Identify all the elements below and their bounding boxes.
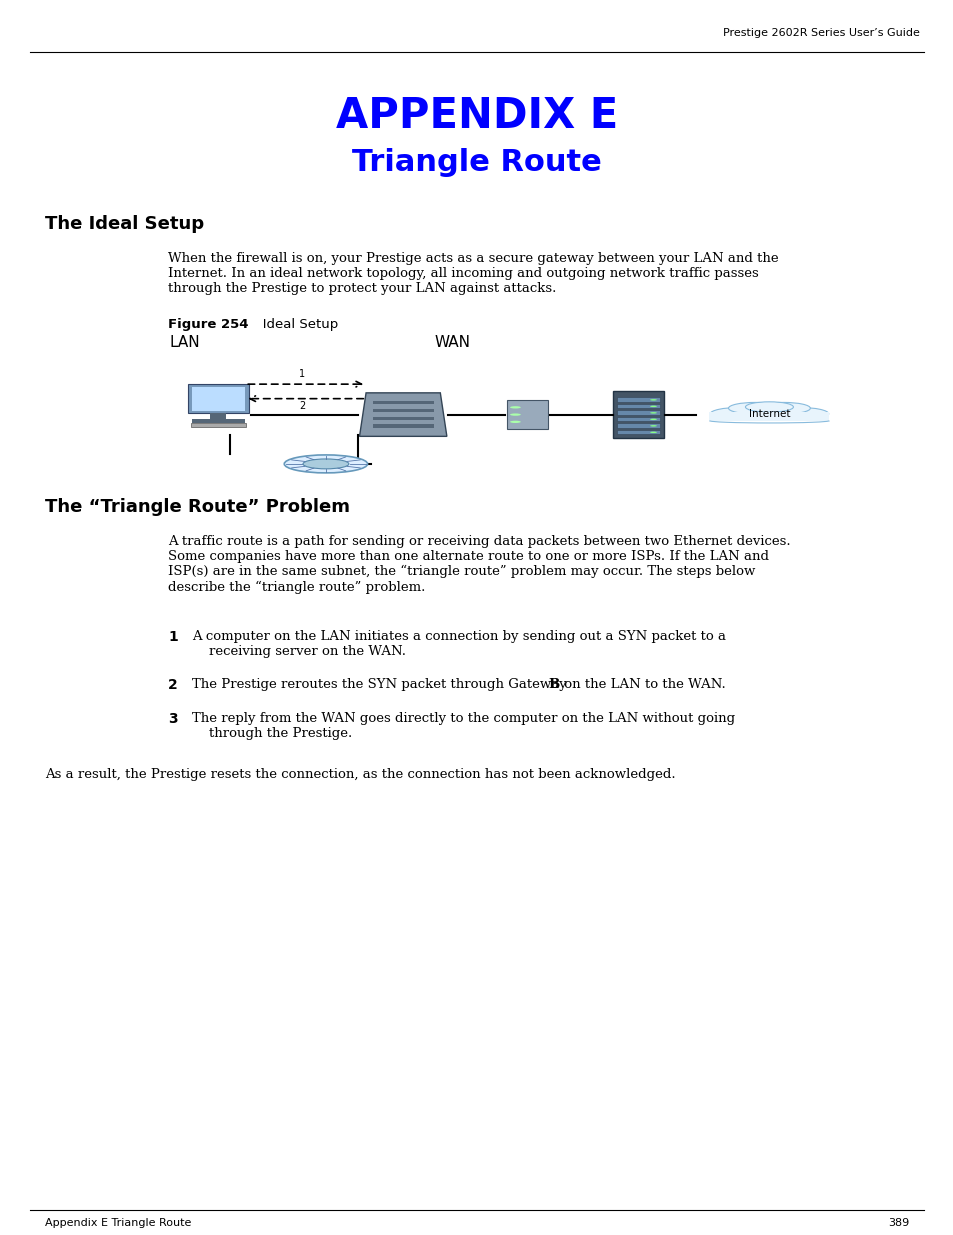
Circle shape <box>510 406 520 409</box>
Text: 1: 1 <box>299 369 305 379</box>
Text: Appendix E Triangle Route: Appendix E Triangle Route <box>45 1218 192 1228</box>
Bar <box>373 401 434 404</box>
Text: 3: 3 <box>168 713 177 726</box>
Text: The Ideal Setup: The Ideal Setup <box>45 215 204 233</box>
Circle shape <box>756 403 809 414</box>
Text: 2: 2 <box>168 678 177 692</box>
Circle shape <box>650 399 657 400</box>
Circle shape <box>284 454 367 473</box>
Circle shape <box>650 431 657 433</box>
Text: on the LAN to the WAN.: on the LAN to the WAN. <box>559 678 725 692</box>
Text: A computer on the LAN initiates a connection by sending out a SYN packet to a
  : A computer on the LAN initiates a connec… <box>192 630 725 658</box>
Bar <box>373 409 434 412</box>
Bar <box>191 424 245 427</box>
Text: 2: 2 <box>299 401 305 411</box>
Text: The reply from the WAN goes directly to the computer on the LAN without going
  : The reply from the WAN goes directly to … <box>192 713 735 740</box>
Circle shape <box>510 421 520 424</box>
Text: Prestige 2602R Series User’s Guide: Prestige 2602R Series User’s Guide <box>722 28 919 38</box>
Circle shape <box>650 405 657 408</box>
Bar <box>210 412 226 420</box>
Bar <box>373 425 434 427</box>
Text: A traffic route is a path for sending or receiving data packets between two Ethe: A traffic route is a path for sending or… <box>168 535 790 594</box>
Bar <box>616 430 659 433</box>
Circle shape <box>650 419 657 420</box>
Text: Ideal Setup: Ideal Setup <box>250 317 338 331</box>
Text: Figure 254: Figure 254 <box>168 317 248 331</box>
Circle shape <box>728 403 781 414</box>
Text: The “Triangle Route” Problem: The “Triangle Route” Problem <box>45 498 350 516</box>
Bar <box>507 400 547 429</box>
Bar <box>616 398 659 401</box>
Text: B: B <box>547 678 558 692</box>
Text: LAN: LAN <box>170 335 200 350</box>
Bar <box>192 420 245 424</box>
Text: Internet: Internet <box>748 409 789 419</box>
Bar <box>613 391 663 437</box>
Bar <box>616 404 659 408</box>
Text: WAN: WAN <box>435 335 471 350</box>
Text: APPENDIX E: APPENDIX E <box>335 95 618 137</box>
Text: As a result, the Prestige resets the connection, as the connection has not been : As a result, the Prestige resets the con… <box>45 768 675 781</box>
Bar <box>616 416 659 421</box>
Text: Triangle Route: Triangle Route <box>352 148 601 177</box>
Bar <box>709 412 828 421</box>
Circle shape <box>709 408 769 420</box>
Text: The Prestige reroutes the SYN packet through Gateway: The Prestige reroutes the SYN packet thr… <box>192 678 571 692</box>
Polygon shape <box>359 393 446 436</box>
Text: 1: 1 <box>168 630 177 643</box>
Bar <box>373 416 434 420</box>
Circle shape <box>303 459 349 469</box>
Bar <box>616 424 659 427</box>
Circle shape <box>510 414 520 416</box>
Circle shape <box>650 412 657 414</box>
Circle shape <box>732 404 805 420</box>
Circle shape <box>769 408 828 420</box>
Text: 389: 389 <box>887 1218 908 1228</box>
Text: When the firewall is on, your Prestige acts as a secure gateway between your LAN: When the firewall is on, your Prestige a… <box>168 252 778 295</box>
Bar <box>188 384 249 412</box>
Bar <box>616 410 659 415</box>
Bar <box>192 388 244 411</box>
Circle shape <box>650 425 657 426</box>
Circle shape <box>744 401 793 412</box>
